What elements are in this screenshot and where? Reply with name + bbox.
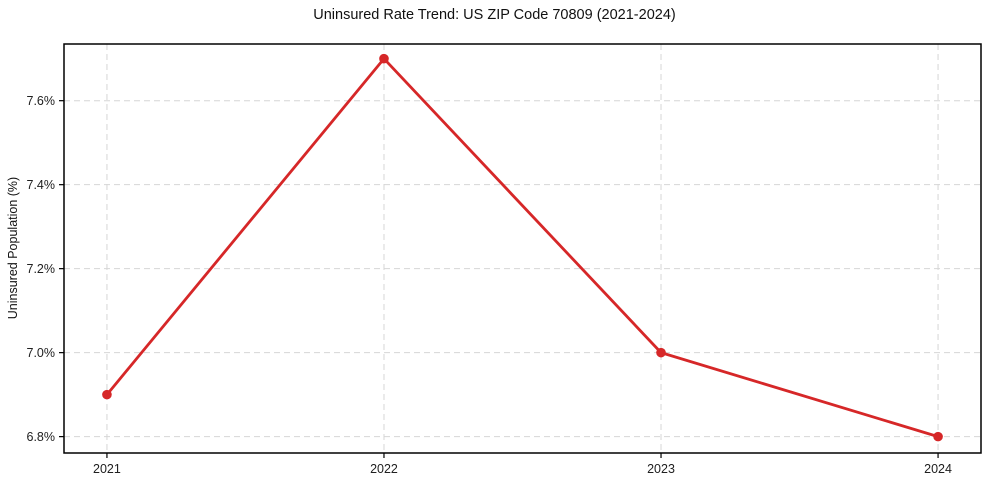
x-tick-label: 2024 [924,462,952,476]
y-tick-label: 6.8% [27,430,56,444]
y-tick-label: 7.0% [27,346,56,360]
x-tick-label: 2022 [370,462,398,476]
y-tick-label: 7.2% [27,262,56,276]
trend-line [105,57,940,439]
y-tick-label: 7.6% [27,94,56,108]
x-tick-label: 2021 [93,462,121,476]
plot-border [63,43,982,454]
data-point-2021 [102,389,112,400]
data-point-2024 [933,431,943,442]
data-point-2023 [656,347,666,358]
data-point-2022 [379,53,389,64]
y-tick-label: 7.4% [27,178,56,192]
x-tick-label: 2023 [647,462,675,476]
chart-title: Uninsured Rate Trend: US ZIP Code 70809 … [313,7,676,23]
